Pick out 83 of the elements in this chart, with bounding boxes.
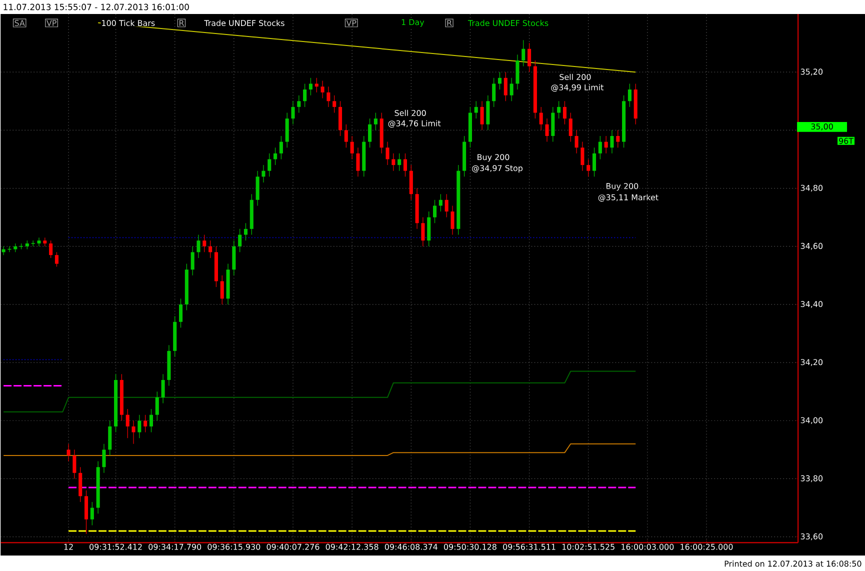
candlestick [262, 164, 266, 183]
candlestick [344, 124, 348, 148]
candlestick [616, 130, 620, 148]
candlestick [557, 101, 561, 120]
candlestick [303, 84, 307, 108]
candlestick [72, 450, 76, 480]
candlestick [308, 78, 312, 96]
candlestick [268, 153, 272, 178]
candlestick [155, 391, 159, 422]
candlestick [196, 234, 200, 258]
candlestick [444, 194, 448, 218]
candlestick [66, 444, 70, 462]
candlestick [539, 106, 543, 131]
candlestick [279, 136, 283, 160]
candlestick [368, 118, 372, 148]
candlestick [427, 211, 431, 247]
candlestick [356, 148, 360, 178]
candlestick [438, 194, 442, 212]
candlestick [386, 142, 390, 166]
candlestick [433, 200, 437, 224]
candlestick [598, 136, 602, 160]
candlestick [528, 42, 532, 73]
candlestick [628, 84, 632, 108]
candlestick [326, 86, 330, 108]
candlestick [49, 240, 53, 258]
candlestick [403, 153, 408, 178]
candlestick [421, 217, 425, 247]
candlestick [450, 206, 454, 236]
candlestick [498, 72, 502, 90]
candlestick [504, 72, 508, 102]
candlestick [256, 170, 260, 206]
candlestick [592, 148, 596, 178]
candlestick [392, 153, 396, 172]
candlestick [90, 502, 94, 526]
candlestick [238, 228, 242, 253]
candlestick [54, 252, 58, 268]
candlestick [126, 408, 130, 439]
candlestick [108, 420, 112, 456]
candlestick [568, 112, 572, 142]
candlestick [409, 164, 413, 200]
candlestick [144, 414, 148, 433]
candlestick [516, 54, 520, 90]
candlestick [551, 106, 555, 142]
candlestick [492, 78, 496, 108]
candlestick [220, 275, 224, 305]
candlestick [545, 118, 549, 142]
candlestick [522, 40, 526, 67]
candlestick [208, 240, 212, 258]
candlestick [297, 95, 301, 114]
candlestick [274, 148, 278, 166]
candlestick [350, 136, 354, 160]
candlestick [161, 374, 165, 404]
candlestick [398, 153, 402, 172]
candlestick [179, 298, 183, 328]
candlestick [338, 101, 342, 136]
candlestick [562, 101, 567, 125]
candlestick [510, 78, 514, 102]
candlestick [480, 101, 484, 131]
candlestick [314, 78, 318, 93]
candlestick [332, 95, 336, 114]
candlestick [190, 246, 194, 276]
candlestick [580, 142, 584, 172]
candlestick [149, 408, 154, 433]
candlestick [320, 80, 324, 99]
candlestick [610, 130, 614, 154]
candlestick [486, 95, 490, 131]
candlestick [604, 136, 608, 154]
candlestick [574, 130, 578, 154]
chart-title: 11.07.2013 15:55:07 - 12.07.2013 16:01:00 [4, 4, 189, 10]
candlestick [78, 467, 82, 502]
candlestick [232, 240, 236, 276]
candlestick [244, 223, 248, 242]
candlestick [374, 112, 378, 131]
candlestick [202, 234, 206, 253]
candlestick [102, 444, 106, 474]
candlestick [132, 420, 136, 444]
candlestick [84, 490, 88, 534]
candlestick [138, 414, 142, 439]
candlestick [285, 112, 289, 148]
candlestick [37, 238, 41, 247]
candlestick [586, 159, 590, 178]
candlestick [291, 101, 295, 125]
candlestick [474, 101, 478, 120]
